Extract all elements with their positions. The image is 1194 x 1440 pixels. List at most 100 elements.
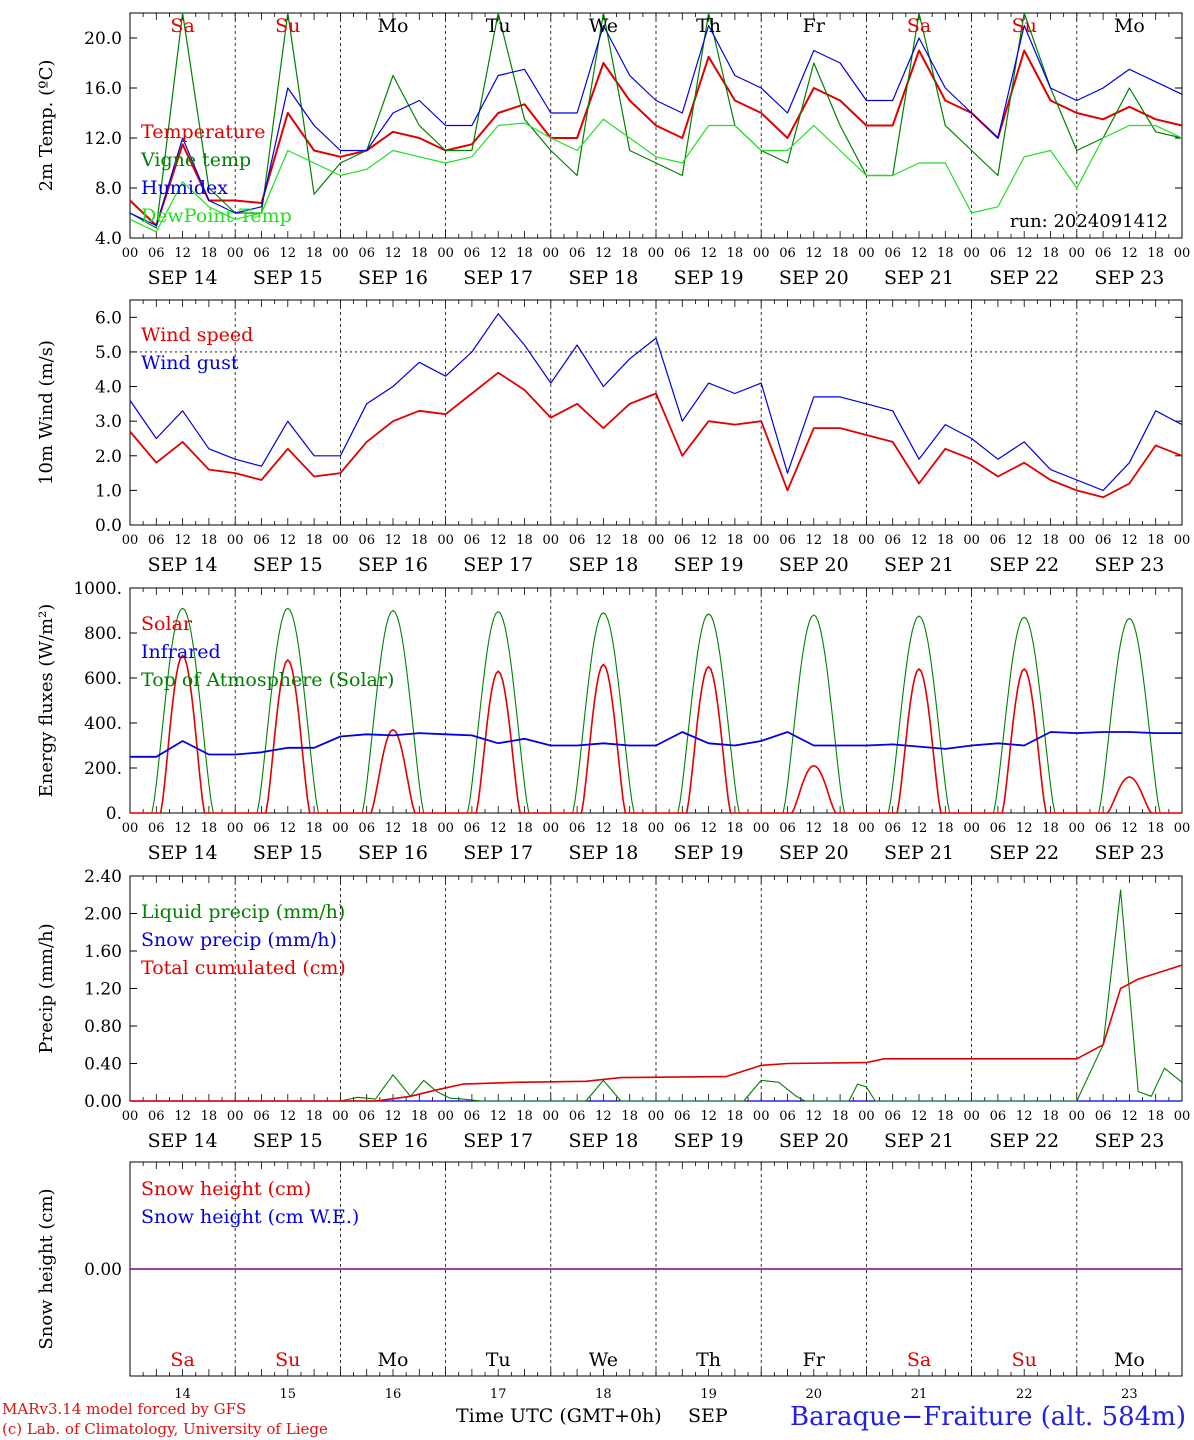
y-tick-label: 1.60 <box>84 942 122 962</box>
date-label: SEP 15 <box>253 1130 323 1152</box>
y-tick-label: 400. <box>84 714 122 734</box>
hour-tick-label: 06 <box>464 1109 481 1124</box>
date-label: SEP 18 <box>568 554 638 576</box>
hour-tick-label: 00 <box>963 1109 980 1124</box>
date-label: SEP 15 <box>253 842 323 864</box>
hour-tick-label: 06 <box>990 821 1007 836</box>
hour-tick-label: 06 <box>358 533 375 548</box>
hour-tick-label: 12 <box>700 1109 717 1124</box>
hour-tick-label: 00 <box>858 246 875 261</box>
hour-tick-label: 06 <box>148 1109 165 1124</box>
hour-tick-label: 06 <box>569 1109 586 1124</box>
hour-tick-label: 00 <box>753 246 770 261</box>
hour-tick-label: 00 <box>332 533 349 548</box>
y-axis-label: Energy fluxes (W/m²) <box>36 604 57 798</box>
y-tick-label: 12.0 <box>84 129 122 149</box>
hour-tick-label: 18 <box>937 533 954 548</box>
hour-tick-label: 12 <box>174 246 191 261</box>
hour-tick-label: 06 <box>990 1109 1007 1124</box>
hour-tick-label: 12 <box>806 246 823 261</box>
date-label: SEP 14 <box>148 842 218 864</box>
y-tick-label: 1.0 <box>95 481 122 501</box>
hour-tick-label: 18 <box>516 533 533 548</box>
day-name: Sa <box>170 15 194 37</box>
day-name: Mo <box>378 15 409 37</box>
x-labels-1: 00 06 12 18 SEP 14 00 06 12 18 SEP 15 00 06 12 18 SEP … <box>122 246 1191 289</box>
x-labels-3: 00 06 12 18 SEP 14 00 06 12 18 SEP 15 00 06 12 18 SEP … <box>122 821 1191 864</box>
hour-tick-label: 00 <box>1069 821 1086 836</box>
hour-tick-label: 06 <box>884 1109 901 1124</box>
hour-tick-label: 12 <box>911 246 928 261</box>
panel-5: 0.00 Snow height (cm) Snow height (cm) Snow… <box>36 1161 1183 1402</box>
hour-tick-label: 00 <box>543 821 560 836</box>
legend-entry: Liquid precip (mm/h) <box>141 901 345 923</box>
day-number: 22 <box>1016 1387 1033 1402</box>
hour-tick-label: 12 <box>595 1109 612 1124</box>
hour-tick-label: 06 <box>148 533 165 548</box>
date-label: SEP 20 <box>779 1130 849 1152</box>
legend-entry: Snow height (cm W.E.) <box>141 1206 359 1228</box>
hour-tick-label: 18 <box>411 1109 428 1124</box>
hour-tick-label: 12 <box>595 533 612 548</box>
y-tick-label: 8.0 <box>95 179 122 199</box>
day-number: 19 <box>700 1387 717 1402</box>
date-label: SEP 19 <box>674 554 744 576</box>
hour-tick-label: 00 <box>122 821 139 836</box>
hour-tick-label: 06 <box>148 246 165 261</box>
hour-tick-label: 06 <box>569 246 586 261</box>
y-tick-label: 6.0 <box>95 308 122 328</box>
hour-tick-label: 00 <box>122 533 139 548</box>
hour-tick-label: 12 <box>595 246 612 261</box>
hour-tick-label: 06 <box>569 533 586 548</box>
hour-tick-label: 00 <box>648 821 665 836</box>
hour-tick-label: 18 <box>1147 1109 1164 1124</box>
hour-tick-label: 12 <box>174 821 191 836</box>
hour-tick-label: 00 <box>963 821 980 836</box>
date-label: SEP 17 <box>463 267 533 289</box>
legend-entry: Humidex <box>141 177 228 199</box>
hour-tick-label: 00 <box>227 821 244 836</box>
date-label: SEP 19 <box>674 267 744 289</box>
day-name: We <box>589 15 618 37</box>
hour-tick-label: 00 <box>963 246 980 261</box>
hour-tick-label: 18 <box>306 533 323 548</box>
hour-tick-label: 06 <box>674 821 691 836</box>
hour-tick-label: 18 <box>621 821 638 836</box>
hour-tick-label: 18 <box>516 821 533 836</box>
day-number: 18 <box>595 1387 612 1402</box>
hour-tick-label: 12 <box>911 821 928 836</box>
hour-tick-label: 06 <box>674 1109 691 1124</box>
date-label: SEP 22 <box>989 842 1059 864</box>
hour-tick-label: 00 <box>1069 1109 1086 1124</box>
hour-tick-label: 00 <box>543 533 560 548</box>
hour-tick-label: 00 <box>1069 246 1086 261</box>
hour-tick-label: 12 <box>385 1109 402 1124</box>
day-name: Fr <box>803 15 826 37</box>
plot-frame <box>129 299 1183 526</box>
hour-tick-label: 18 <box>1042 246 1059 261</box>
hour-tick-label: 00 <box>543 246 560 261</box>
hour-tick-label: 12 <box>385 246 402 261</box>
hour-tick-label: 00 <box>753 821 770 836</box>
hour-tick-label: 00 <box>437 821 454 836</box>
day-name: Su <box>1012 15 1037 37</box>
date-label: SEP 20 <box>779 267 849 289</box>
day-name: Sa <box>907 15 931 37</box>
series-line-solar <box>130 654 1182 814</box>
date-label: SEP 22 <box>989 267 1059 289</box>
hour-tick-label: 18 <box>201 246 218 261</box>
y-tick-label: 0.00 <box>84 1092 122 1112</box>
hour-tick-label: 18 <box>411 533 428 548</box>
day-name: We <box>589 1349 618 1371</box>
y-tick-label: 0.80 <box>84 1017 122 1037</box>
date-label: SEP 23 <box>1094 1130 1164 1152</box>
y-tick-label: 0.40 <box>84 1055 122 1075</box>
hour-tick-label: 00 <box>332 246 349 261</box>
hour-tick-label: 00 <box>1174 1109 1191 1124</box>
hour-tick-label: 12 <box>490 1109 507 1124</box>
hour-tick-label: 06 <box>779 246 796 261</box>
legend-entry: Temperature <box>141 121 265 143</box>
hour-tick-label: 12 <box>490 821 507 836</box>
hour-tick-label: 00 <box>332 1109 349 1124</box>
